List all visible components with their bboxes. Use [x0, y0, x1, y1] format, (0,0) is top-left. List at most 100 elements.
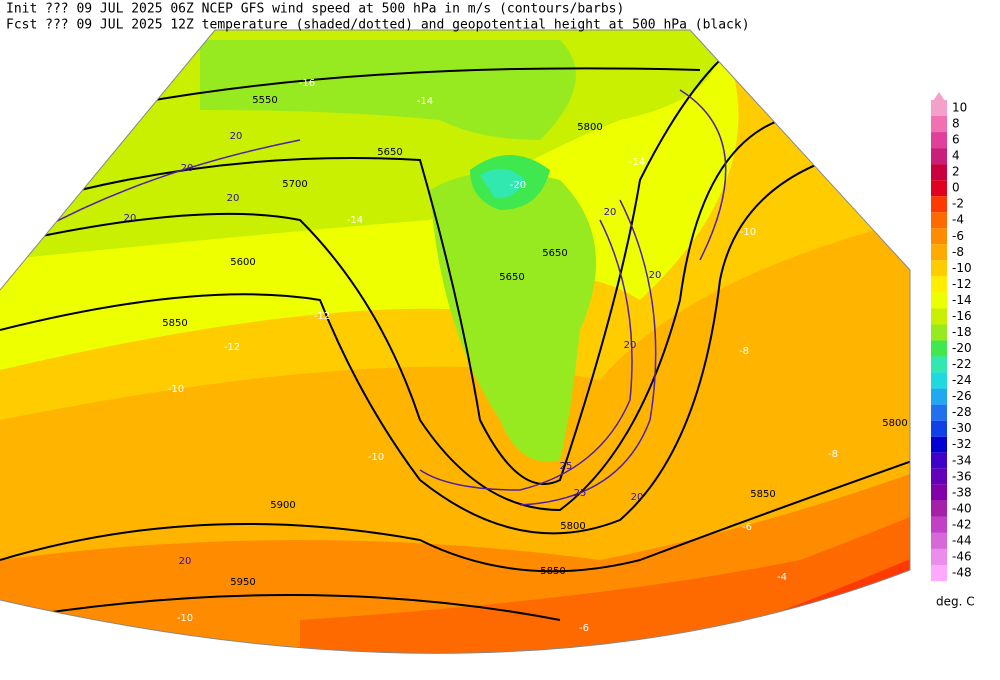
height-label: 5700: [282, 179, 307, 190]
speed-label: 20: [181, 163, 194, 174]
colorbar-swatch: [931, 420, 947, 437]
colorbar-swatch: [931, 452, 947, 469]
colorbar-label: 6: [952, 133, 960, 147]
colorbar-swatch: [931, 532, 947, 549]
temperature-label: -12: [314, 311, 330, 322]
colorbar-swatch: [931, 260, 947, 277]
colorbar-swatch: [931, 276, 947, 293]
height-label: 5650: [377, 147, 402, 158]
temperature-label: -8: [828, 449, 838, 460]
temperature-label: -12: [224, 342, 240, 353]
colorbar-label: -8: [952, 245, 964, 259]
height-label: 5850: [540, 566, 565, 577]
colorbar-swatch: [931, 372, 947, 389]
temperature-label: -6: [742, 522, 752, 533]
colorbar-label: -6: [952, 229, 964, 243]
temperature-label: -10: [177, 613, 193, 624]
colorbar-swatch: [931, 212, 947, 229]
speed-label: 20: [604, 207, 617, 218]
speed-label: 20: [649, 270, 662, 281]
colorbar-label: -22: [952, 357, 972, 371]
temperature-label: -14: [347, 215, 363, 226]
colorbar-swatch: [931, 484, 947, 501]
height-contours: [0, 59, 910, 621]
colorbar-swatch: [931, 148, 947, 165]
colorbar-swatch: [931, 340, 947, 357]
speed-label: 20: [230, 131, 243, 142]
temperature-label: -10: [368, 452, 384, 463]
colorbar-swatch: [931, 468, 947, 485]
colorbar-swatch: [931, 132, 947, 149]
colorbar-label: -10: [952, 261, 972, 275]
height-label: 5850: [162, 318, 187, 329]
colorbar-swatch: [931, 116, 947, 133]
colorbar-swatch: [931, 548, 947, 565]
colorbar-label: -34: [952, 453, 972, 467]
temperature-label: -4: [777, 572, 787, 583]
colorbar-swatch: [931, 308, 947, 325]
colorbar-swatch: [931, 228, 947, 245]
colorbar-label: -32: [952, 437, 972, 451]
colorbar-swatch: [931, 196, 947, 213]
speed-label: 20: [179, 556, 192, 567]
temperature-label: -20: [510, 180, 526, 191]
wind-contours: [39, 89, 727, 506]
temperature-label: -14: [629, 157, 645, 168]
colorbar-label: -28: [952, 405, 972, 419]
height-label: 5950: [230, 577, 255, 588]
colorbar-label: -30: [952, 421, 972, 435]
colorbar-label: -26: [952, 389, 972, 403]
colorbar-label: -16: [952, 309, 972, 323]
speed-label: 25: [560, 461, 573, 472]
height-label: 5850: [750, 489, 775, 500]
height-label: 5900: [270, 500, 295, 511]
height-label: 5650: [499, 272, 524, 283]
height-label: 5800: [560, 521, 585, 532]
speed-label: 20: [124, 213, 137, 224]
colorbar-label: 2: [952, 165, 960, 179]
temperature-label: -16: [299, 78, 315, 89]
colorbar-swatch: [931, 356, 947, 373]
height-label: 5550: [252, 95, 277, 106]
colorbar-label: -38: [952, 485, 972, 499]
colorbar-swatch: [931, 388, 947, 405]
height-label: 5650: [542, 248, 567, 259]
map-frame: [0, 29, 911, 654]
colorbar-swatch: [931, 180, 947, 197]
colorbar-label: -18: [952, 325, 972, 339]
temperature-label: -10: [740, 227, 756, 238]
map-labels: 5550 5600 5650 5700 5800 5650 5850 5900 5950 5850…: [124, 78, 908, 634]
colorbar-label: -42: [952, 517, 972, 531]
colorbar-label: -44: [952, 533, 972, 547]
colorbar-label: -2: [952, 197, 964, 211]
colorbar-swatch: [931, 164, 947, 181]
speed-label: 20: [227, 193, 240, 204]
colorbar-swatch: [931, 292, 947, 309]
temperature-label: -6: [579, 623, 589, 634]
colorbar-swatch: [931, 244, 947, 261]
colorbar-label: -24: [952, 373, 972, 387]
colorbar-label: -4: [952, 213, 964, 227]
colorbar-swatch: [931, 516, 947, 533]
speed-label: 20: [631, 492, 644, 503]
height-label: 5800: [577, 122, 602, 133]
height-label: 5800: [882, 418, 907, 429]
colorbar-label: -48: [952, 566, 972, 580]
colorbar-label: -14: [952, 293, 972, 307]
colorbar-swatch: [931, 436, 947, 453]
colorbar-label: 4: [952, 149, 960, 163]
colorbar-swatch: [931, 324, 947, 341]
colorbar-label: 0: [952, 181, 960, 195]
colorbar-label: -20: [952, 341, 972, 355]
colorbar-swatch: [931, 564, 947, 582]
unit-label: deg. C: [936, 595, 975, 609]
colorbar-label: 10: [952, 101, 967, 115]
init-line: Init ??? 09 JUL 2025 06Z NCEP GFS wind s…: [6, 2, 624, 17]
fcst-line: Fcst ??? 09 JUL 2025 12Z temperature (sh…: [6, 18, 750, 33]
colorbar-label: 8: [952, 117, 960, 131]
colorbar-label: -40: [952, 501, 972, 515]
speed-label: 25: [574, 488, 587, 499]
speed-label: 20: [624, 340, 637, 351]
